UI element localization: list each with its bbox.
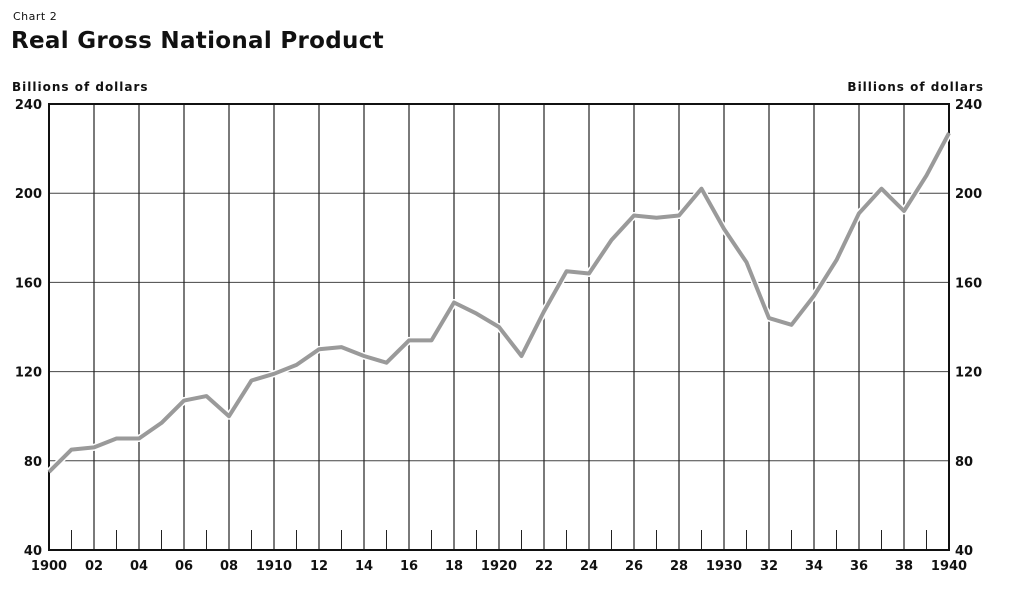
x-tick-label: 1910: [256, 559, 292, 574]
x-tick-label: 04: [130, 559, 148, 574]
y-tick-label-left: 80: [24, 455, 42, 470]
chart-title: Real Gross National Product: [11, 28, 384, 54]
x-tick-label: 38: [895, 559, 913, 574]
grid: [49, 104, 949, 550]
x-tick-label: 26: [625, 559, 643, 574]
x-tick-label: 22: [535, 559, 553, 574]
y-tick-label-left: 120: [15, 366, 42, 381]
x-tick-label: 18: [445, 559, 463, 574]
minor-ticks: [71, 530, 927, 550]
y-tick-label-right: 40: [955, 544, 973, 559]
plot-frame: [48, 103, 950, 551]
x-tick-label: 1930: [706, 559, 742, 574]
x-tick-label: 24: [580, 559, 598, 574]
y-tick-label-left: 240: [15, 98, 42, 113]
x-tick-label: 12: [310, 559, 328, 574]
x-tick-label: 14: [355, 559, 373, 574]
x-tick-label: 08: [220, 559, 238, 574]
chart-number: Chart 2: [13, 10, 58, 23]
x-tick-label: 36: [850, 559, 868, 574]
x-tick-label: 34: [805, 559, 823, 574]
x-tick-label: 1920: [481, 559, 517, 574]
y-axis-unit-right: Billions of dollars: [847, 80, 984, 94]
x-ticks: 1900 02 04 06 08 1910 12 14 16 18 1920 22 24 26 28 1930…: [31, 559, 967, 574]
x-tick-label: 16: [400, 559, 418, 574]
y-tick-label-right: 120: [955, 366, 982, 381]
x-tick-label: 28: [670, 559, 688, 574]
y-tick-label-right: 240: [955, 98, 982, 113]
y-ticks-right: 40 80 120 160 200 240: [955, 98, 982, 559]
y-tick-label-left: 40: [24, 544, 42, 559]
plot-border: [48, 103, 950, 551]
x-tick-label: 1940: [931, 559, 967, 574]
y-tick-label-right: 160: [955, 276, 982, 291]
series-line: [47, 132, 951, 474]
x-tick-label: 1900: [31, 559, 67, 574]
y-axis-unit-left: Billions of dollars: [12, 80, 149, 94]
y-tick-label-left: 200: [15, 187, 42, 202]
x-tick-label: 32: [760, 559, 778, 574]
y-tick-label-right: 80: [955, 455, 973, 470]
y-ticks-left: 40 80 120 160 200 240: [15, 98, 42, 559]
y-tick-label-right: 200: [955, 187, 982, 202]
series-group: [46, 131, 953, 475]
y-tick-label-left: 160: [15, 276, 42, 291]
x-tick-label: 06: [175, 559, 193, 574]
x-tick-label: 02: [85, 559, 103, 574]
